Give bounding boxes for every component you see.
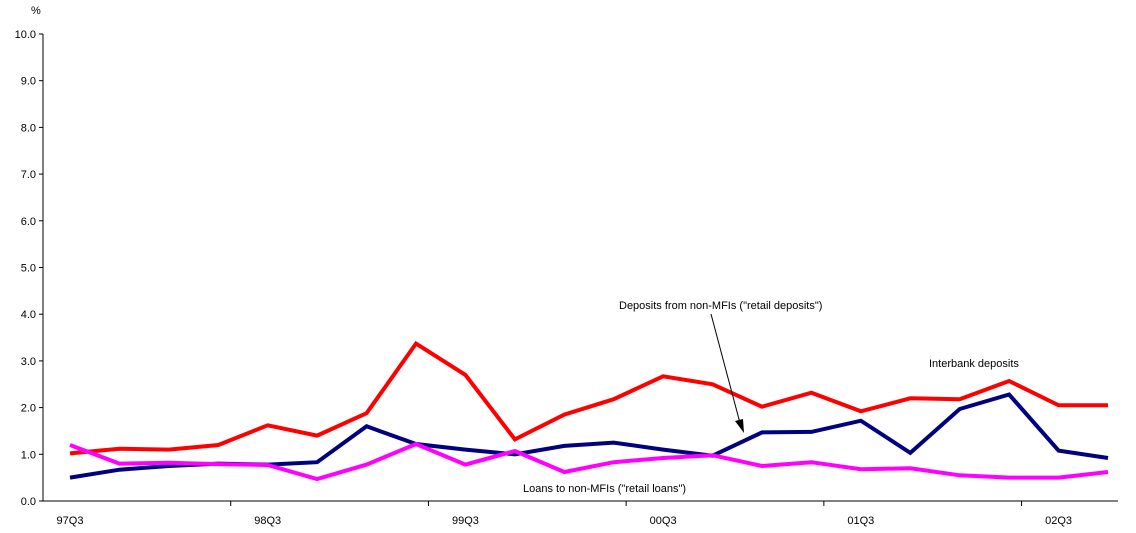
y-tick-label: 9.0 xyxy=(21,76,36,88)
x-tick-label: 02Q3 xyxy=(1045,515,1072,527)
annotation-arrow-line xyxy=(711,314,740,423)
y-tick-label: 2.0 xyxy=(21,403,36,415)
label-retail-loans: Loans to non-MFIs ("retail loans") xyxy=(523,483,686,495)
y-tick-label: 10.0 xyxy=(15,29,36,41)
y-unit-label: % xyxy=(31,5,41,17)
label-retail-deposits: Deposits from non-MFIs ("retail deposits… xyxy=(619,300,822,312)
y-tick-label: 5.0 xyxy=(21,263,36,275)
x-tick-label: 99Q3 xyxy=(452,515,479,527)
x-axis: 97Q3 98Q3 99Q3 00Q3 01Q3 02Q3 xyxy=(57,501,1072,527)
y-tick-label: 8.0 xyxy=(21,122,36,134)
y-axis: 0.0 1.0 2.0 3.0 4.0 5.0 6.0 7.0 8.0 9.0 10.0 xyxy=(15,29,43,508)
label-interbank-deposits: Interbank deposits xyxy=(929,358,1019,370)
y-tick-label: 4.0 xyxy=(21,309,36,321)
y-tick-label: 3.0 xyxy=(21,356,36,368)
x-tick-label: 98Q3 xyxy=(254,515,281,527)
x-tick-label: 01Q3 xyxy=(847,515,874,527)
series-line-2 xyxy=(70,444,1108,479)
y-tick-label: 6.0 xyxy=(21,216,36,228)
x-tick-label: 97Q3 xyxy=(57,515,84,527)
x-tick-label: 00Q3 xyxy=(650,515,677,527)
y-tick-label: 7.0 xyxy=(21,169,36,181)
y-tick-label: 1.0 xyxy=(21,449,36,461)
annotation-arrow-head xyxy=(735,419,744,433)
y-tick-label: 0.0 xyxy=(21,496,36,508)
